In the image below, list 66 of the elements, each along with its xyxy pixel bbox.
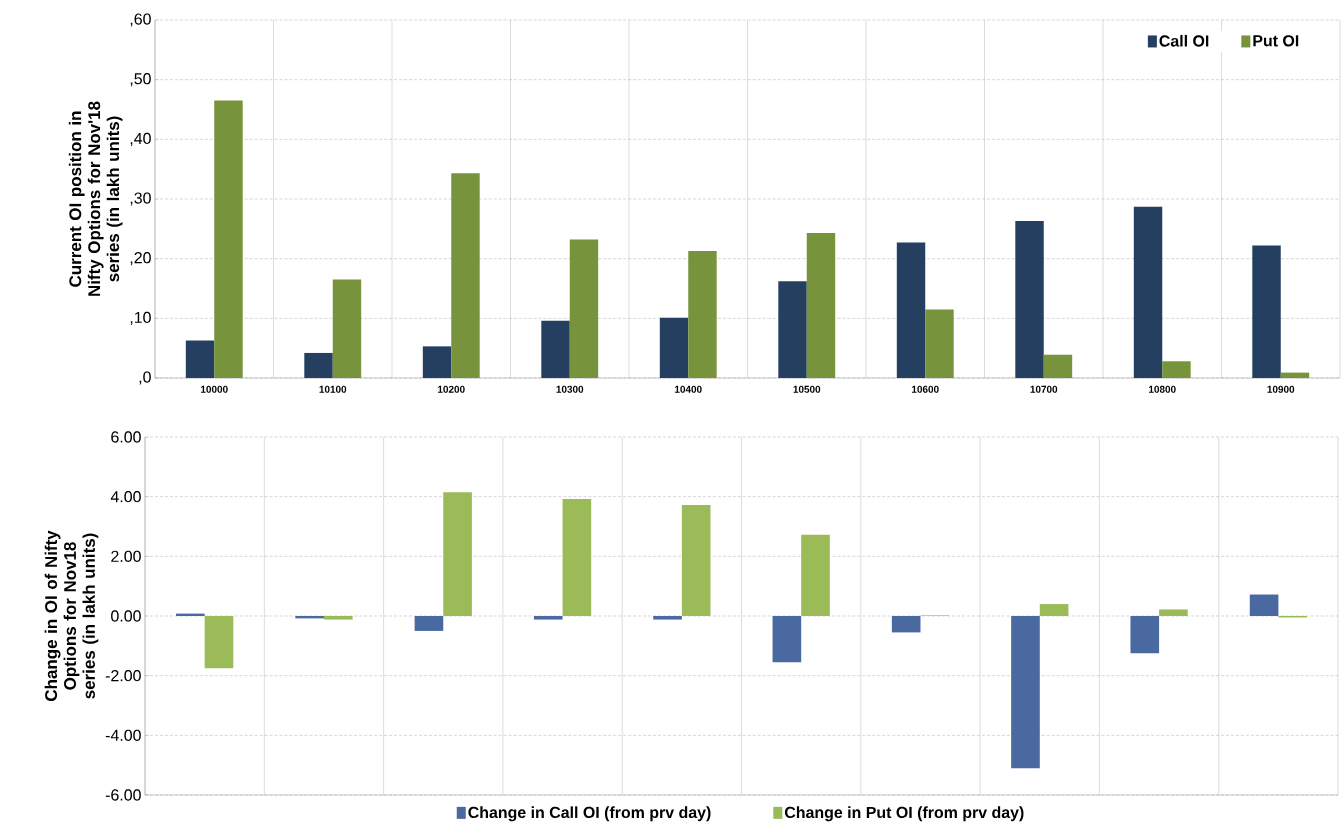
x-tick-label: 10400 [675,385,702,393]
bar [204,616,234,669]
bar [778,281,807,378]
bar [443,492,472,616]
y-tick-label: 2.00 [111,550,141,562]
bar [323,616,353,620]
bar [422,346,452,378]
bar [1133,206,1163,378]
bar [414,616,444,631]
bar [653,616,682,620]
y-tick-label: ,20 [130,252,151,266]
y-tick-label: -6.00 [105,789,141,801]
x-tick-label: 10000 [201,385,228,393]
bar [332,279,362,378]
bar [533,616,563,620]
bar [1159,609,1188,616]
bar [806,233,836,378]
x-tick-label: 10100 [319,385,347,393]
bar [214,100,243,378]
bar [681,505,711,616]
x-tick-label: 10800 [1149,385,1176,393]
legend-label: Call OI [1159,34,1209,47]
bar [1043,354,1073,378]
y-tick-label: ,50 [130,73,151,87]
bar [185,340,215,378]
bar [569,239,599,378]
y-axis-title: Change in OI of Nifty Options for Nov18 series (in lakh units) [44,530,99,701]
bar [801,534,830,616]
y-tick-label: -4.00 [105,729,141,741]
x-tick-label: 10900 [1267,385,1295,393]
legend-label: Change in Put OI (from prv day) [784,806,1024,822]
bar [304,352,333,378]
bar [1162,361,1191,378]
bar [659,317,689,378]
bar [541,320,570,378]
y-tick-label: ,60 [130,13,151,27]
bar [1130,616,1160,654]
bar [772,616,802,663]
bar [891,616,921,633]
bar [562,499,592,616]
bar [1252,245,1281,378]
bar [688,250,717,378]
legend-label: Change in Call OI (from prv day) [468,806,711,822]
y-tick-label: -2.00 [105,670,141,682]
x-tick-label: 10300 [556,385,584,393]
y-tick-label: ,30 [130,192,151,206]
y-tick-label: 0.00 [111,610,141,622]
bar [1249,594,1279,616]
x-tick-label: 10600 [912,385,939,393]
x-tick-label: 10500 [793,385,821,393]
y-tick-label: ,0 [139,371,151,385]
bar [1011,616,1040,769]
y-tick-label: 4.00 [110,491,141,503]
bar [896,242,926,378]
x-tick-label: 10700 [1030,385,1058,393]
x-tick-label: 10200 [438,385,465,393]
y-tick-label: ,10 [130,311,151,325]
bar [451,173,480,378]
bar [1039,604,1069,616]
y-axis-title: Current OI position in Nifty Options for Nov'18 series (in lakh units) [68,101,123,296]
legend-label: Put OI [1253,35,1299,47]
y-tick-label: ,40 [130,132,151,146]
bar [1015,221,1044,378]
bar [1280,372,1310,378]
bar [925,309,954,378]
y-tick-label: 6.00 [111,431,141,443]
